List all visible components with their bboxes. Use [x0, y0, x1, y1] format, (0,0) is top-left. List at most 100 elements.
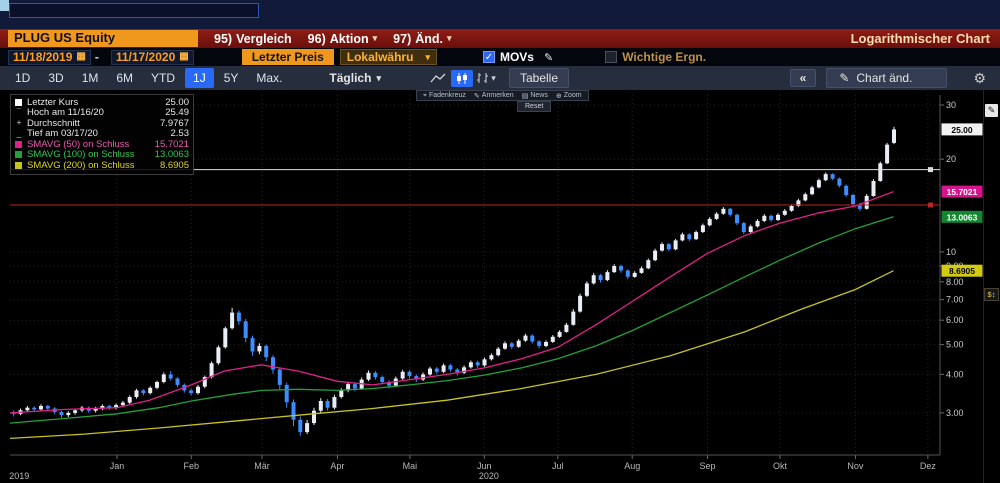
svg-text:4.00: 4.00: [946, 369, 964, 379]
chart-edit-button[interactable]: ✎ Chart änd.: [826, 68, 948, 88]
currency-select[interactable]: Lokalwähru ▾: [339, 49, 437, 65]
hover-tool-label: Zoom: [563, 92, 582, 99]
range-tab-5y[interactable]: 5Y: [223, 71, 239, 85]
command-input[interactable]: [9, 3, 259, 18]
movs-toggle[interactable]: ✓ MOVs ✎: [482, 50, 554, 64]
menu-aktion[interactable]: 96) Aktion ▾: [308, 32, 378, 46]
svg-text:15.7021: 15.7021: [947, 187, 978, 197]
legend-label: SMAVG (100) on Schluss: [27, 149, 135, 161]
collapse-panel-button[interactable]: «: [789, 69, 817, 87]
date-to-input[interactable]: 11/17/2020 ▦: [110, 49, 194, 65]
period-value: Täglich: [329, 71, 372, 85]
menu-aend[interactable]: 97) Änd. ▾: [393, 32, 451, 46]
menu-number: 96): [307, 31, 326, 46]
price-field-select[interactable]: Letzter Preis: [241, 49, 334, 65]
range-tab-1d[interactable]: 1D: [15, 71, 31, 85]
svg-text:8.6905: 8.6905: [949, 266, 975, 276]
hover-tool-label: Anmerken: [481, 92, 514, 99]
legend-swatch: [15, 151, 22, 159]
security-ticker[interactable]: PLUG US Equity: [8, 30, 198, 47]
bar-chart-dropdown-button[interactable]: ▾: [475, 70, 497, 87]
legend-value: 13.0063: [154, 149, 189, 161]
chart-mode-title: Logarithmischer Chart: [850, 31, 990, 46]
menu-label: Vergleich: [236, 31, 292, 46]
svg-text:Aug: Aug: [624, 461, 640, 471]
range-tab-3d[interactable]: 3D: [48, 71, 64, 85]
svg-text:30: 30: [946, 100, 956, 110]
date-from-input[interactable]: 11/18/2019 ▦: [8, 49, 91, 65]
period-select[interactable]: Täglich ▾: [329, 71, 381, 85]
hover-tool-zoom[interactable]: ⊕ Zoom: [556, 92, 582, 100]
hover-tool-label: News: [530, 92, 548, 99]
hover-tool-anmerken[interactable]: ✎ Anmerken: [474, 92, 514, 100]
menu-vergleich[interactable]: 95) Vergleich: [214, 32, 292, 46]
svg-text:5.00: 5.00: [946, 340, 964, 350]
date-range-dash: -: [94, 50, 99, 64]
svg-text:8.00: 8.00: [946, 277, 964, 287]
legend-marker-icon: ¯: [16, 107, 22, 117]
svg-text:2019: 2019: [9, 471, 29, 481]
currency-value: Lokalwähru: [346, 50, 414, 64]
hover-tool-label: Fadenkreuz: [428, 92, 466, 99]
chevron-down-icon: ▾: [491, 72, 496, 83]
date-from-value: 11/18/2019: [13, 49, 73, 64]
events-toggle[interactable]: Wichtige Ergn.: [605, 50, 706, 64]
legend-label: SMAVG (50) on Schluss: [27, 138, 130, 150]
news-icon: ▤: [521, 92, 529, 100]
svg-text:Dez: Dez: [920, 461, 937, 471]
price-chart[interactable]: Jan Feb Mär Apr Mai Jun Jul Aug Sep Okt Nov Dez 2019…: [0, 90, 1000, 483]
legend-label: Tief am 03/17/20: [27, 128, 98, 140]
legend-row: SMAVG (100) on Schluss 13.0063: [15, 149, 189, 161]
range-tab-1m[interactable]: 1M: [81, 71, 99, 85]
hover-tool-news[interactable]: ▤ News: [522, 92, 548, 100]
svg-text:Sep: Sep: [699, 461, 715, 471]
legend-marker-icon: _: [16, 128, 22, 138]
svg-text:13.0063: 13.0063: [947, 212, 978, 222]
edit-movs-pencil-icon[interactable]: ✎: [543, 51, 554, 64]
range-tab-max[interactable]: Max.: [256, 71, 283, 85]
chevron-down-icon: ▾: [372, 33, 378, 43]
legend-label: SMAVG (200) on Schluss: [27, 159, 135, 171]
zoom-icon: ⊕: [555, 92, 562, 100]
events-label: Wichtige Ergn.: [622, 50, 707, 64]
table-button[interactable]: Tabelle: [508, 68, 569, 88]
movs-checkbox[interactable]: ✓: [482, 51, 495, 63]
menu-label: Änd.: [415, 31, 444, 46]
movs-label: MOVs: [499, 50, 534, 64]
legend-marker-icon: +: [16, 118, 22, 128]
svg-text:Feb: Feb: [184, 461, 200, 471]
candlestick-icon-button[interactable]: [450, 69, 473, 87]
svg-text:7.00: 7.00: [946, 295, 964, 305]
anmerken-icon: ✎: [473, 92, 480, 100]
menu-number: 97): [393, 31, 412, 46]
svg-text:Jun: Jun: [477, 461, 492, 471]
pencil-icon: ✎: [839, 71, 850, 85]
line-chart-icon: [430, 73, 446, 83]
chart-legend: Letzter Kurs 25.00 ¯ Hoch am 11/16/20 25.49 +…: [10, 94, 194, 175]
legend-value: 15.7021: [154, 138, 189, 150]
legend-swatch: [15, 140, 22, 148]
fadenkreuz-icon: ⌖: [423, 91, 427, 99]
range-tab-1j[interactable]: 1J: [185, 68, 214, 88]
chart-type-buttons: ▾: [427, 69, 497, 87]
svg-text:20: 20: [946, 154, 956, 164]
axis-settings-icon[interactable]: $↕: [984, 288, 999, 301]
hover-tool-fadenkreuz[interactable]: ⌖ Fadenkreuz: [423, 92, 466, 100]
calendar-icon[interactable]: ▦: [76, 51, 86, 62]
annotate-tool-icon[interactable]: ✎: [985, 104, 998, 117]
candlestick-icon: [456, 72, 467, 84]
line-chart-icon-button[interactable]: [427, 70, 449, 87]
legend-value: 2.53: [170, 128, 190, 140]
chart-area: Jan Feb Mär Apr Mai Jun Jul Aug Sep Okt Nov Dez 2019…: [0, 90, 1000, 483]
gear-icon[interactable]: ⚙: [973, 69, 986, 86]
events-checkbox[interactable]: [605, 51, 618, 63]
panel-corner-chip: [0, 0, 9, 11]
reset-zoom-button[interactable]: Reset: [517, 101, 552, 112]
legend-value: 25.00: [165, 96, 189, 108]
range-tab-ytd[interactable]: YTD: [151, 71, 176, 85]
calendar-icon[interactable]: ▦: [179, 51, 189, 62]
legend-label: Hoch am 11/16/20: [27, 107, 104, 119]
red-menu-bar: PLUG US Equity 95) Vergleich 96) Aktion …: [0, 29, 1000, 48]
range-tab-6m[interactable]: 6M: [116, 71, 134, 85]
